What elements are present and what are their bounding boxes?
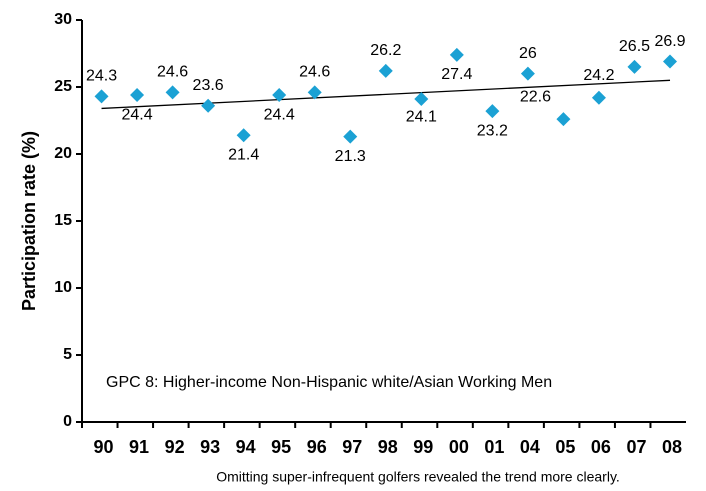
point — [307, 85, 322, 100]
point — [556, 112, 571, 127]
point — [663, 54, 678, 69]
x-tick-label: 07 — [626, 437, 646, 457]
x-tick-label: 92 — [165, 437, 185, 457]
point — [449, 47, 464, 62]
x-tick-label: 90 — [94, 437, 114, 457]
x-tick-label: 96 — [307, 437, 327, 457]
point — [272, 88, 287, 103]
value-label: 21.4 — [228, 146, 259, 163]
point — [201, 98, 216, 113]
y-tick-label: 30 — [54, 11, 72, 28]
y-tick-label: 5 — [63, 346, 72, 363]
y-tick-label: 20 — [54, 145, 72, 162]
value-label: 23.2 — [477, 122, 508, 139]
y-tick-label: 15 — [54, 212, 72, 229]
value-label: 24.6 — [299, 64, 330, 81]
value-label: 21.3 — [335, 148, 366, 165]
x-tick-label: 04 — [520, 437, 540, 457]
value-label: 27.4 — [441, 66, 472, 83]
x-tick-label: 93 — [200, 437, 220, 457]
value-label: 24.1 — [406, 108, 437, 125]
value-label: 23.6 — [193, 77, 224, 94]
point — [414, 92, 429, 107]
y-tick-label: 0 — [63, 413, 72, 430]
x-tick-label: 97 — [342, 437, 362, 457]
x-tick-label: 95 — [271, 437, 291, 457]
point — [378, 63, 393, 78]
x-tick-label: 08 — [662, 437, 682, 457]
point — [165, 85, 180, 100]
value-label: 24.4 — [264, 106, 295, 123]
value-label: 22.6 — [520, 88, 551, 105]
point — [130, 88, 145, 103]
x-tick-label: 91 — [129, 437, 149, 457]
footnote: Omitting super-infrequent golfers reveal… — [216, 469, 620, 485]
annotation: GPC 8: Higher-income Non-Hispanic white/… — [106, 374, 552, 391]
y-tick-label: 25 — [54, 78, 72, 95]
x-tick-label: 99 — [413, 437, 433, 457]
x-tick-label: 05 — [555, 437, 575, 457]
x-tick-label: 98 — [378, 437, 398, 457]
y-tick-label: 10 — [54, 279, 72, 296]
value-label: 24.6 — [157, 64, 188, 81]
value-label: 24.4 — [122, 106, 153, 123]
point — [94, 89, 109, 104]
x-tick-label: 01 — [484, 437, 504, 457]
point — [591, 90, 606, 105]
x-tick-label: 06 — [591, 437, 611, 457]
value-label: 26.9 — [654, 33, 685, 50]
point — [236, 128, 251, 143]
value-label: 24.3 — [86, 68, 117, 85]
x-tick-label: 94 — [236, 437, 256, 457]
value-label: 24.2 — [583, 67, 614, 84]
value-label: 26.2 — [370, 42, 401, 59]
point — [627, 59, 642, 74]
point — [485, 104, 500, 119]
point — [520, 66, 535, 81]
point — [343, 129, 358, 144]
x-tick-label: 00 — [449, 437, 469, 457]
y-axis-label: Participation rate (%) — [19, 131, 39, 311]
value-label: 26.5 — [619, 38, 650, 55]
trend-line — [101, 79, 671, 110]
value-label: 26 — [519, 45, 537, 62]
